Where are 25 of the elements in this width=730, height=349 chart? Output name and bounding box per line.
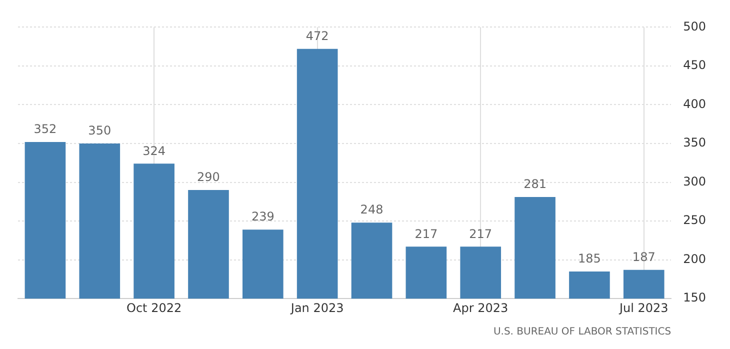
data-label: 472	[306, 29, 329, 44]
y-tick-label: 300	[683, 174, 706, 188]
data-label: 350	[88, 124, 112, 138]
data-label: 185	[578, 252, 601, 266]
data-label: 217	[414, 226, 438, 241]
data-label: 239	[251, 210, 274, 224]
x-tick-label: Jul 2023	[618, 300, 668, 315]
data-label: 290	[197, 170, 220, 184]
y-tick-label: 500	[683, 19, 706, 34]
data-label: 352	[34, 122, 57, 136]
data-label: 281	[524, 177, 546, 192]
y-tick-label: 400	[683, 96, 706, 111]
y-tick-label: 350	[683, 136, 706, 150]
text: U.S. BUREAU OF LABOR STATISTICS	[493, 326, 672, 338]
x-tick-label: Oct 2022	[126, 300, 182, 315]
data-label: 248	[360, 202, 384, 217]
y-tick-label: 250	[683, 213, 706, 228]
y-tick-label: 200	[683, 252, 706, 266]
x-tick-label: Apr 2023	[453, 300, 508, 315]
y-tick-label: 150	[683, 290, 706, 305]
data-label: 217	[469, 226, 492, 241]
x-tick-label: Jan 2023	[290, 300, 344, 315]
data-label: 187	[632, 250, 656, 264]
y-tick-label: 450	[683, 58, 706, 72]
data-label: 324	[142, 144, 166, 158]
